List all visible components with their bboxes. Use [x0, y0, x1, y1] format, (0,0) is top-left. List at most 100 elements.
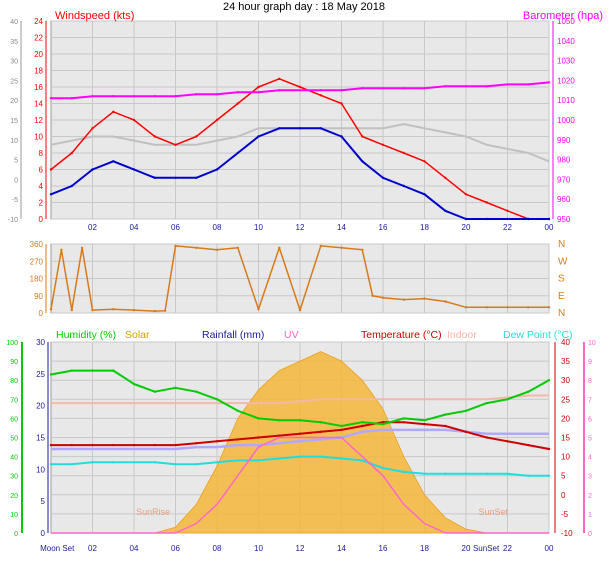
compass-tick-label: N	[558, 308, 565, 319]
humidity-point	[361, 421, 364, 424]
wind-gust-point	[361, 135, 364, 138]
indoor-temperature-line	[51, 394, 549, 405]
humidity-point	[257, 417, 260, 420]
wind-direction-point	[485, 306, 488, 309]
dew-point-point	[174, 463, 177, 466]
temperature-point	[319, 430, 322, 433]
dew-point-point	[91, 461, 94, 464]
weather-hour-label: 18	[420, 544, 429, 553]
baro-tick-label: 980	[557, 156, 571, 165]
humidity-point	[174, 386, 177, 389]
weather-hour-label: 06	[171, 544, 180, 553]
barometer-point	[70, 97, 74, 100]
uv-tick-label: 0	[588, 531, 592, 538]
wind-gust-point	[70, 151, 74, 155]
dew-point-point	[257, 459, 260, 462]
temperature-point	[464, 430, 468, 433]
wind-direction-point	[547, 306, 551, 309]
wind-gust-point	[423, 160, 426, 163]
direction-tick-label: 0	[39, 309, 44, 318]
humidity-point	[527, 390, 530, 393]
wind-average-point	[298, 127, 302, 130]
wind-average-point	[361, 160, 364, 163]
temperature-point	[153, 443, 156, 447]
humidity-tick-label: 40	[10, 455, 18, 462]
temperature-point	[132, 443, 136, 447]
humidity-point	[485, 401, 488, 405]
temperature-tick-label: 5	[561, 472, 566, 481]
uv-tick-label: 4	[588, 455, 592, 462]
wind-average-point	[423, 193, 426, 196]
wind-gust-point	[112, 110, 115, 114]
wind-hour-label: 20	[462, 223, 471, 232]
wind-tick-label: 8	[39, 149, 44, 158]
humidity-tick-label: 50	[10, 436, 18, 443]
weather-hour-label: 16	[379, 544, 388, 553]
moon-set-label: Moon Set	[40, 544, 75, 553]
rain-tick-label: 20	[36, 402, 45, 411]
barometer-point	[257, 91, 260, 94]
wind-direction-point	[444, 300, 447, 303]
weather-hour-label: 12	[296, 544, 305, 553]
baro-tick-label: 1010	[557, 96, 575, 105]
graph-title: 24 hour graph day : 18 May 2018	[223, 1, 385, 13]
humidity-point	[70, 369, 74, 372]
wind-average-point	[278, 127, 281, 130]
humidity-tick-label: 100	[6, 340, 18, 347]
dew-point-point	[464, 472, 468, 475]
humidity-point	[236, 409, 239, 412]
temperature-tick-label: 30	[561, 376, 570, 385]
wind-tick-label: 2	[39, 199, 44, 208]
baro-tick-label: 990	[557, 136, 571, 145]
uv-line	[51, 436, 549, 534]
barometer-point	[298, 89, 302, 92]
wind-average-point	[236, 151, 239, 155]
temperature-point	[381, 421, 385, 424]
wind-gust-point	[444, 176, 447, 179]
wind-gust-point	[485, 201, 488, 204]
dew-point-point	[319, 455, 322, 458]
wind-gust-point	[381, 143, 385, 146]
wind-direction-point	[361, 248, 364, 251]
dew-point-point	[298, 455, 302, 458]
wind-average-point	[402, 184, 405, 188]
temperature-point	[444, 424, 447, 428]
sunset-axis-label: SunSet	[473, 544, 500, 553]
humidity-tick-label: 70	[10, 397, 18, 404]
wind-direction-point	[236, 246, 239, 249]
dew-point-point	[381, 466, 385, 470]
barometer-point	[278, 89, 281, 92]
wind-gust-point	[174, 143, 177, 146]
wind-hour-label: 08	[213, 223, 222, 232]
humidity-point	[402, 417, 405, 420]
temperature-point	[547, 447, 551, 451]
dew-point-point	[70, 463, 74, 466]
compass-tick-label: S	[558, 274, 565, 285]
rain-tick-label: 25	[36, 370, 45, 379]
wind-hour-label: 00	[545, 223, 554, 232]
wind-direction-point	[80, 246, 84, 249]
wind-tick-label: 14	[34, 100, 43, 109]
barometer-point	[49, 97, 53, 100]
wind-average-point	[485, 217, 488, 221]
rain-tick-label: 10	[36, 465, 45, 474]
temperature-point	[506, 440, 509, 443]
wind-hour-label: 04	[130, 223, 139, 232]
wind-direction-point	[112, 308, 115, 311]
dew-point-point	[547, 474, 551, 477]
wind-hour-label: 12	[296, 223, 305, 232]
wind-average-point	[49, 193, 53, 196]
wind-direction-point	[70, 308, 74, 312]
barometer-point	[464, 85, 468, 88]
dew-point-point	[278, 457, 281, 460]
barometer-point	[506, 83, 509, 86]
temperature-tick-label: -5	[561, 510, 569, 519]
outer-left-tick-label: -10	[8, 217, 18, 224]
barometer-point	[381, 87, 385, 90]
barometer-point	[195, 93, 198, 96]
humidity-point	[112, 369, 115, 372]
barometer-point	[485, 85, 488, 88]
wind-gust-point	[215, 118, 219, 122]
temperature-tick-label: 20	[561, 414, 570, 423]
